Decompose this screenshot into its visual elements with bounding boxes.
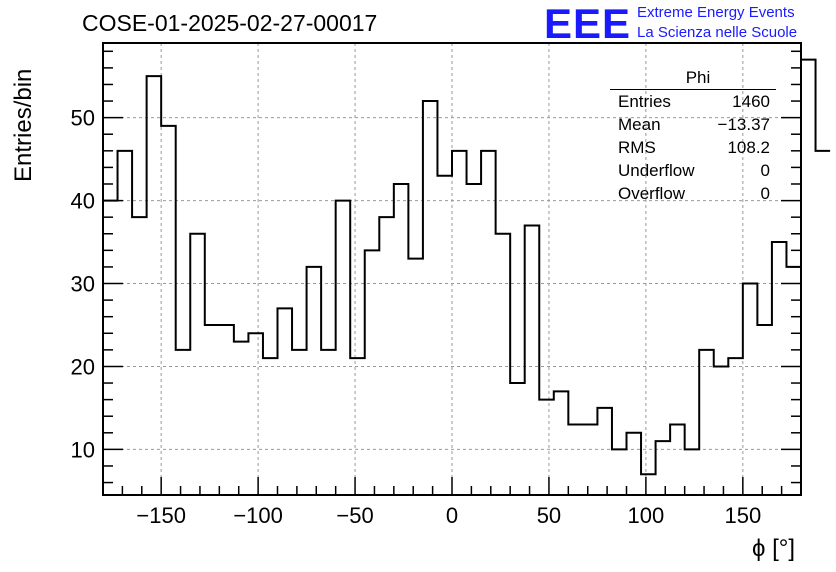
y-tick-label: 20 [71,354,95,379]
logo-caption-2: La Scienza nelle Scuole [637,24,798,41]
y-axis-label: Entries/bin [10,68,37,182]
stats-row: Entries 1460 [610,90,776,113]
stats-value: 1460 [732,92,770,111]
stats-box: Phi Entries 1460 Mean −13.37 RMS 108.2 U… [610,68,776,205]
stats-value: 0 [760,161,770,180]
histogram-outline [103,58,831,476]
x-tick-label: −100 [233,503,283,528]
stats-label: Entries [618,92,671,111]
y-tick-label: 50 [71,106,95,131]
x-tick-label: 150 [724,503,761,528]
stats-row: Mean −13.37 [610,113,776,136]
x-tick-labels: −150 −100 −50 0 50 100 150 [136,503,761,528]
x-tick-label: −50 [336,503,373,528]
stats-label: Underflow [618,161,695,180]
stats-row: Underflow 0 [610,159,776,182]
stats-row: RMS 108.2 [610,136,776,159]
x-axis-label: ϕ [°] [752,535,796,562]
stats-label: Mean [618,115,661,134]
x-tick-label: 50 [537,503,561,528]
y-tick-label: 40 [71,189,95,214]
stats-value: 108.2 [727,138,770,157]
stats-value: −13.37 [717,115,770,134]
x-tick-label: 0 [446,503,458,528]
stats-title: Phi [610,68,776,90]
logo-caption-1: Extreme Energy Events [637,4,795,21]
eee-logo: EEE [544,0,632,47]
stats-label: Overflow [618,184,686,203]
stats-value: 0 [760,184,770,203]
grid-lines [103,43,801,495]
axis-ticks [102,50,802,495]
y-tick-labels: 10 20 30 40 50 [71,106,95,463]
x-tick-label: −150 [136,503,186,528]
stats-label: RMS [618,138,656,157]
y-tick-label: 10 [71,437,95,462]
x-tick-label: 100 [628,503,665,528]
run-title: COSE-01-2025-02-27-00017 [82,10,378,36]
stats-row: Overflow 0 [610,182,776,205]
y-tick-label: 30 [71,272,95,297]
